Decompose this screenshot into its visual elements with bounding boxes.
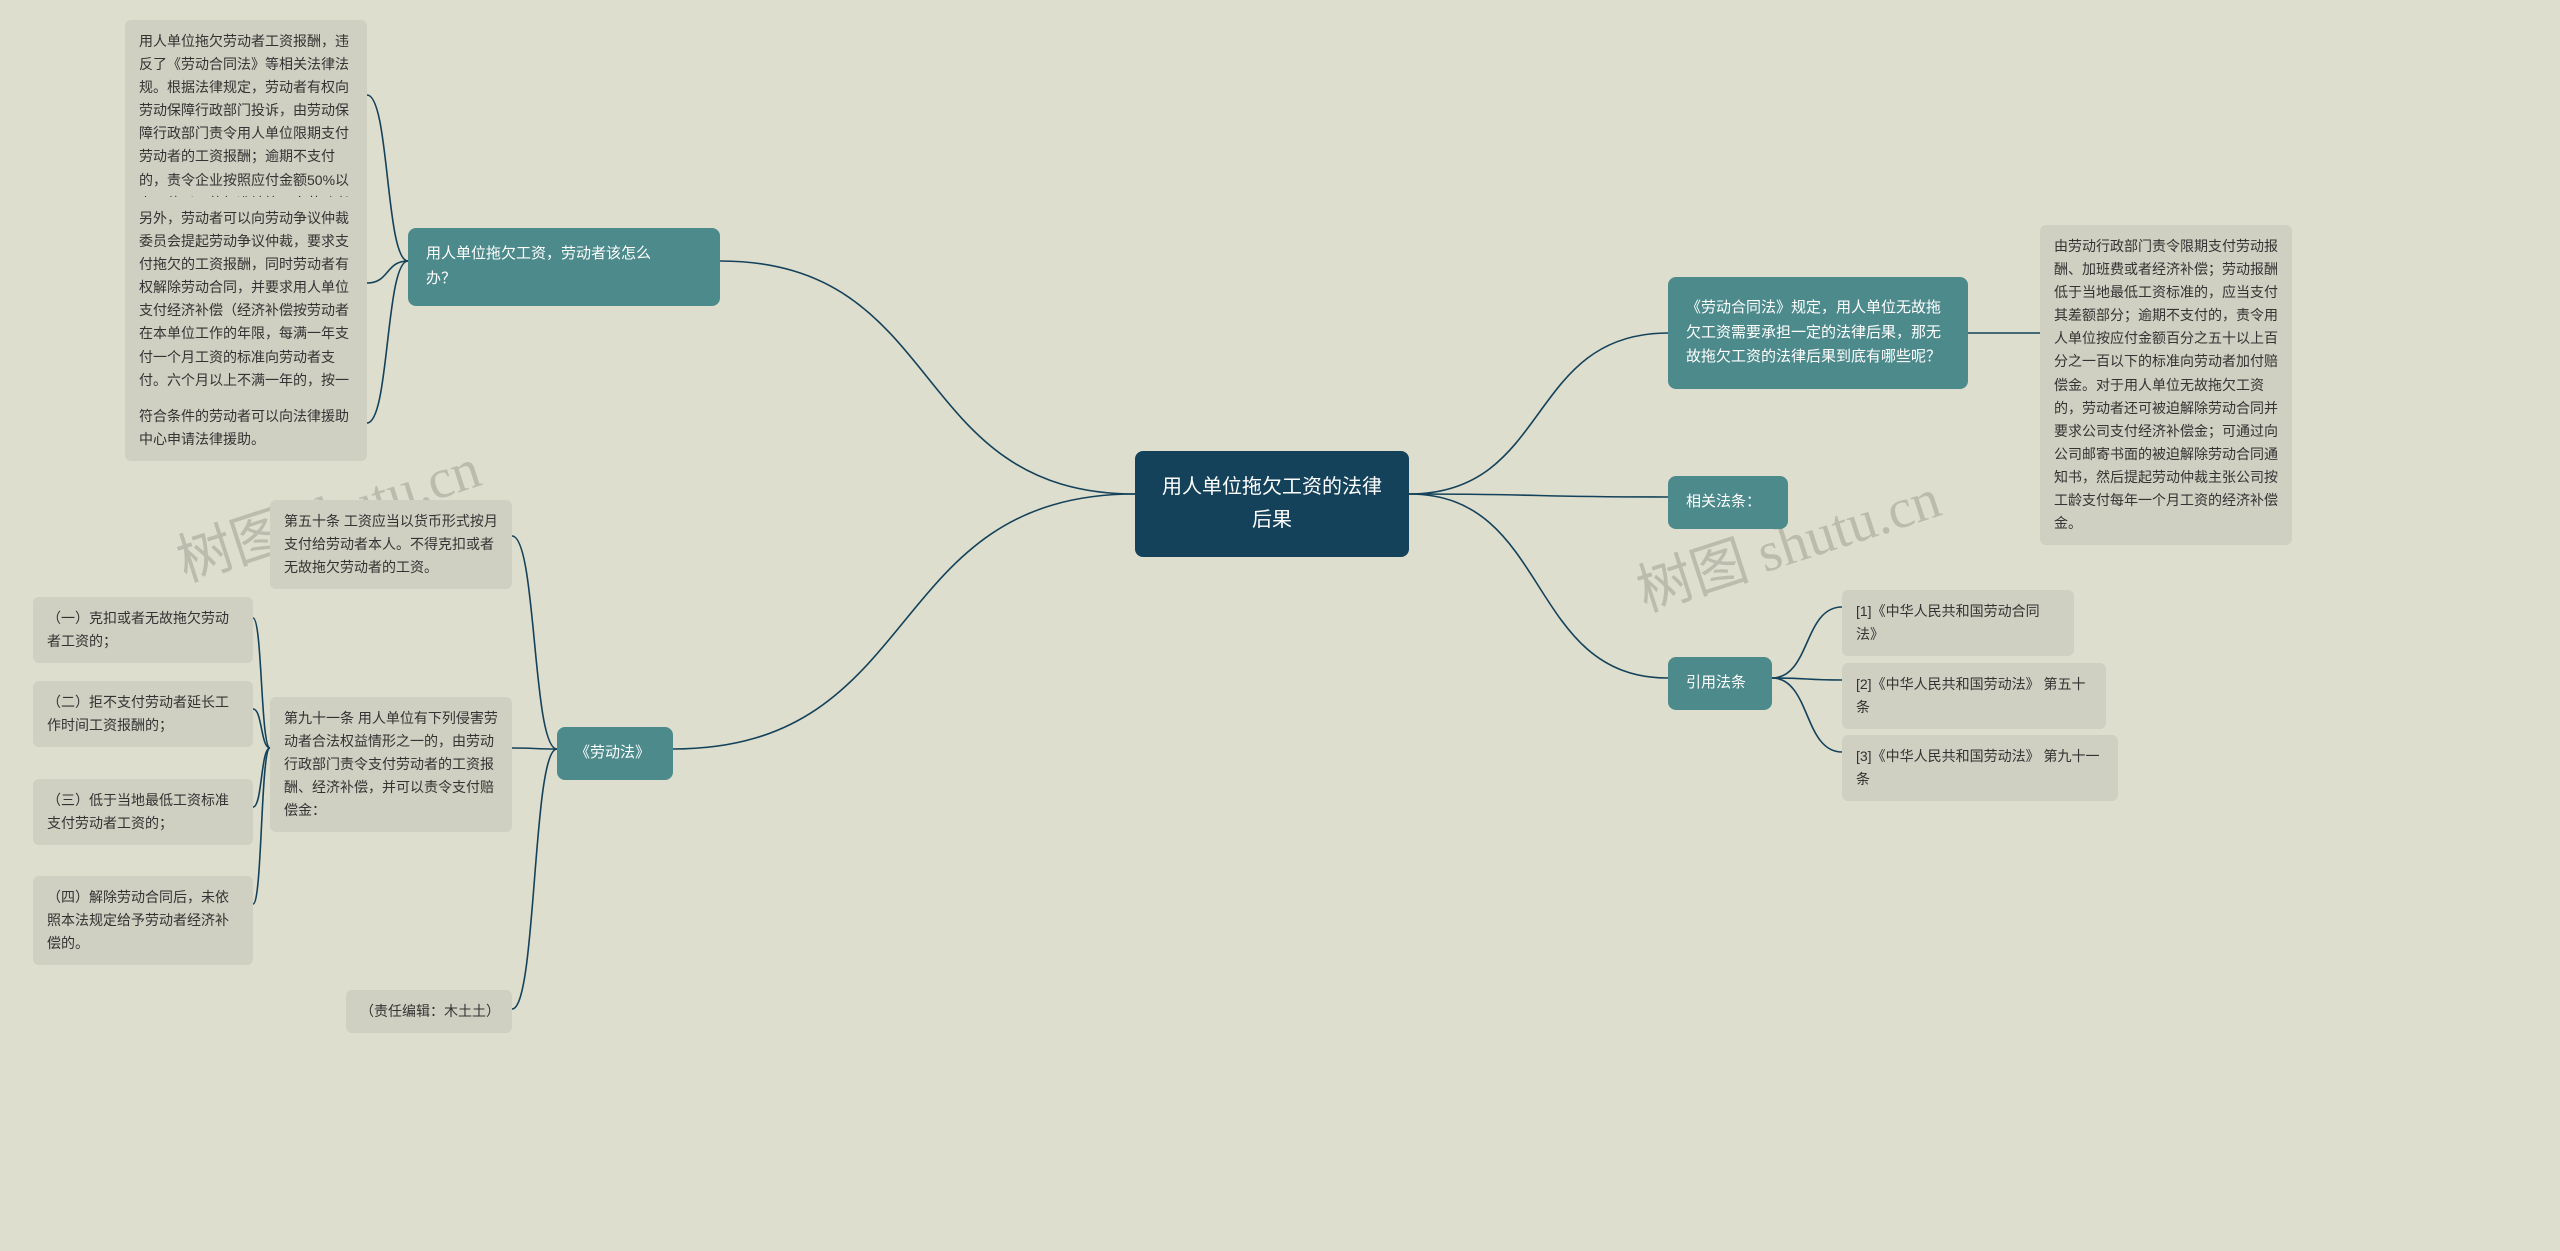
root-node: 用人单位拖欠工资的法律 后果 [1135,451,1409,557]
left-branch-1-child-1-sub-2-label: （三）低于当地最低工资标准支付劳动者工资的； [47,789,239,835]
right-branch-2-child-2-label: [3]《中华人民共和国劳动法》 第九十一条 [1856,745,2104,791]
left-branch-1-child-1-sub-0-label: （一）克扣或者无故拖欠劳动者工资的； [47,607,239,653]
left-branch-1: 《劳动法》 [557,727,673,780]
left-branch-1-child-1-sub-0: （一）克扣或者无故拖欠劳动者工资的； [33,597,253,663]
left-branch-1-child-1-sub-1: （二）拒不支付劳动者延长工作时间工资报酬的； [33,681,253,747]
right-branch-0-child-0: 由劳动行政部门责令限期支付劳动报酬、加班费或者经济补偿；劳动报酬低于当地最低工资… [2040,225,2292,545]
right-branch-1-label: 相关法条： [1686,490,1761,515]
right-branch-2-child-2: [3]《中华人民共和国劳动法》 第九十一条 [1842,735,2118,801]
right-branch-0-label: 《劳动合同法》规定，用人单位无故拖欠工资需要承担一定的法律后果，那无故拖欠工资的… [1686,296,1950,370]
right-branch-0: 《劳动合同法》规定，用人单位无故拖欠工资需要承担一定的法律后果，那无故拖欠工资的… [1668,277,1968,389]
right-branch-1: 相关法条： [1668,476,1788,529]
left-branch-0-child-2: 符合条件的劳动者可以向法律援助中心申请法律援助。 [125,395,367,461]
right-branch-2-label: 引用法条 [1686,671,1746,696]
left-branch-1-child-1: 第九十一条 用人单位有下列侵害劳动者合法权益情形之一的，由劳动行政部门责令支付劳… [270,697,512,832]
left-branch-1-child-1-sub-3-label: （四）解除劳动合同后，未依照本法规定给予劳动者经济补偿的。 [47,886,239,955]
right-branch-2-child-1: [2]《中华人民共和国劳动法》 第五十条 [1842,663,2106,729]
left-branch-1-child-1-label: 第九十一条 用人单位有下列侵害劳动者合法权益情形之一的，由劳动行政部门责令支付劳… [284,707,498,822]
left-branch-0: 用人单位拖欠工资，劳动者该怎么 办？ [408,228,720,306]
left-branch-0-label: 用人单位拖欠工资，劳动者该怎么 办？ [426,242,651,292]
left-branch-1-child-1-sub-1-label: （二）拒不支付劳动者延长工作时间工资报酬的； [47,691,239,737]
left-branch-1-child-1-sub-3: （四）解除劳动合同后，未依照本法规定给予劳动者经济补偿的。 [33,876,253,965]
left-branch-1-child-1-sub-2: （三）低于当地最低工资标准支付劳动者工资的； [33,779,253,845]
right-branch-2: 引用法条 [1668,657,1772,710]
root-node-label: 用人单位拖欠工资的法律 后果 [1162,471,1382,537]
left-branch-1-child-2: （责任编辑：木土土） [346,990,512,1033]
right-branch-2-child-0: [1]《中华人民共和国劳动合同法》 [1842,590,2074,656]
right-branch-0-child-0-label: 由劳动行政部门责令限期支付劳动报酬、加班费或者经济补偿；劳动报酬低于当地最低工资… [2054,235,2278,535]
left-branch-1-child-2-label: （责任编辑：木土土） [360,1000,498,1023]
mindmap-canvas: 树图 shutu.cn树图 shutu.cn用人单位拖欠工资的法律 后果用人单位… [0,0,2560,1251]
right-branch-2-child-1-label: [2]《中华人民共和国劳动法》 第五十条 [1856,673,2092,719]
left-branch-0-child-2-label: 符合条件的劳动者可以向法律援助中心申请法律援助。 [139,405,353,451]
left-branch-1-child-0: 第五十条 工资应当以货币形式按月支付给劳动者本人。不得克扣或者无故拖欠劳动者的工… [270,500,512,589]
right-branch-2-child-0-label: [1]《中华人民共和国劳动合同法》 [1856,600,2060,646]
left-branch-1-label: 《劳动法》 [575,741,650,766]
left-branch-1-child-0-label: 第五十条 工资应当以货币形式按月支付给劳动者本人。不得克扣或者无故拖欠劳动者的工… [284,510,498,579]
